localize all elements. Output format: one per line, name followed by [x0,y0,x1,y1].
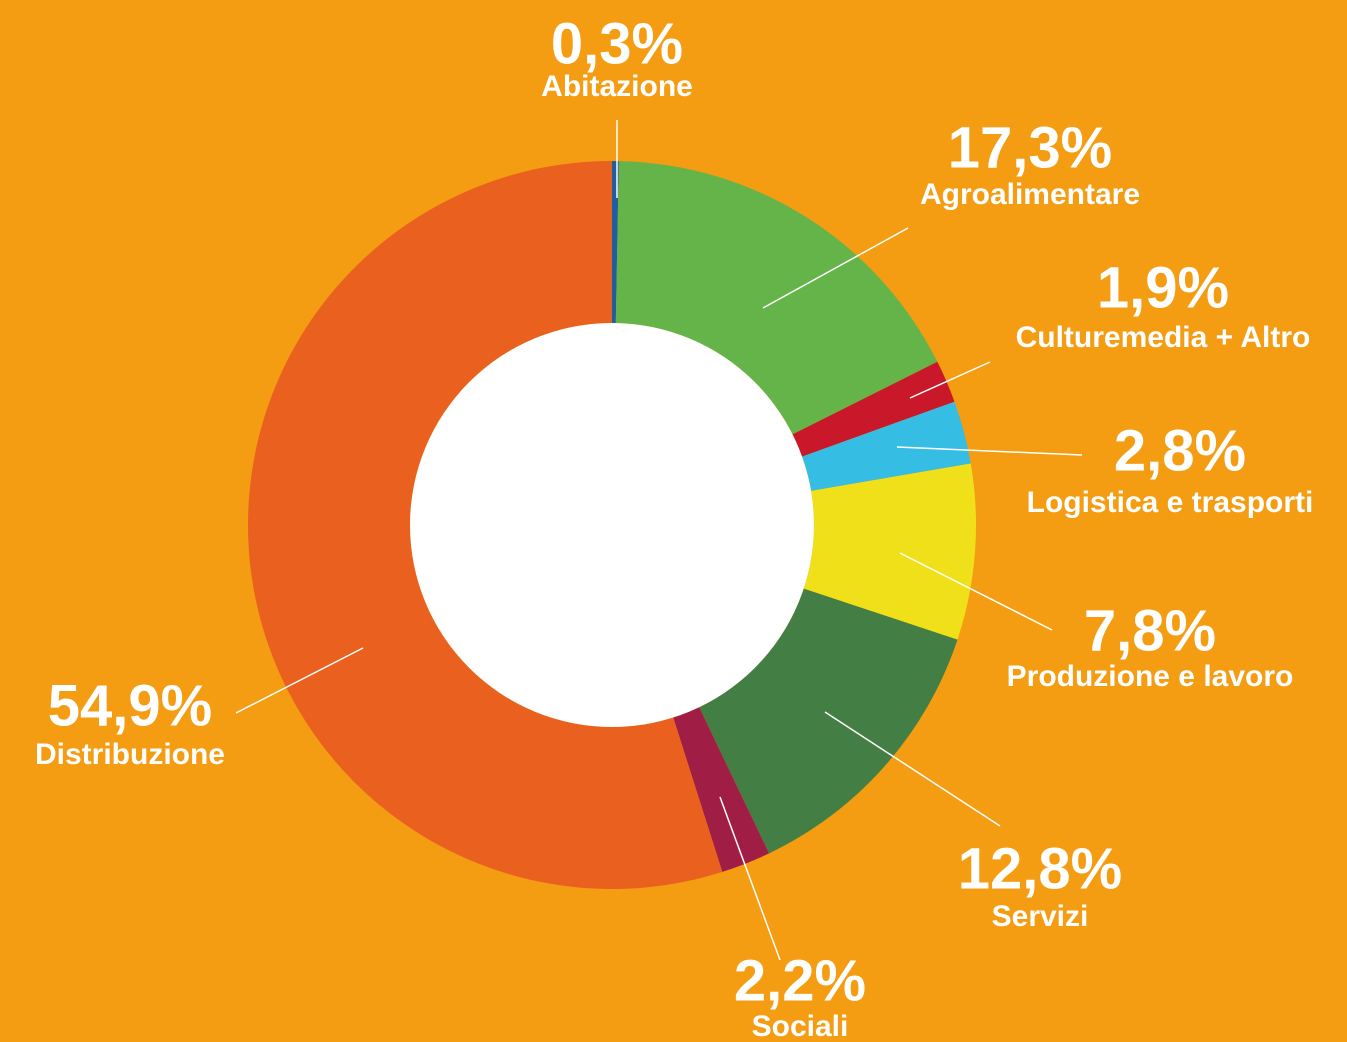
donut-segment [803,463,977,640]
donut-segment [802,401,971,491]
value-label: 2,8% [1114,418,1246,483]
value-label: 0,3% [551,11,683,76]
donut-hole [410,323,814,727]
leader-line [824,711,1001,827]
leader-line [762,227,909,309]
value-label: 7,8% [1084,598,1216,663]
donut-segment [612,161,619,324]
leader-line [719,796,781,961]
donut-segment [615,161,938,435]
category-label: Servizi [992,900,1089,933]
value-label: 1,9% [1097,255,1229,320]
category-label: Abitazione [541,70,693,103]
value-label: 2,2% [734,948,866,1013]
donut-segment [247,161,723,890]
category-label: Culturemedia + Altro [1016,321,1311,354]
donut-segment [673,707,770,872]
leader-line [899,552,1053,631]
category-label: Agroalimentare [920,178,1140,211]
leader-line [896,446,1083,456]
leader-line [235,647,364,714]
category-label: Logistica e trasporti [1027,486,1314,519]
leader-line [909,361,991,399]
donut-segment [699,588,958,854]
donut-segment [792,361,955,457]
value-label: 12,8% [958,836,1122,901]
category-label: Distribuzione [35,738,225,771]
category-label: Produzione e lavoro [1007,660,1294,693]
category-label: Sociali [752,1010,849,1042]
value-label: 17,3% [948,115,1112,180]
value-label: 54,9% [48,673,212,738]
